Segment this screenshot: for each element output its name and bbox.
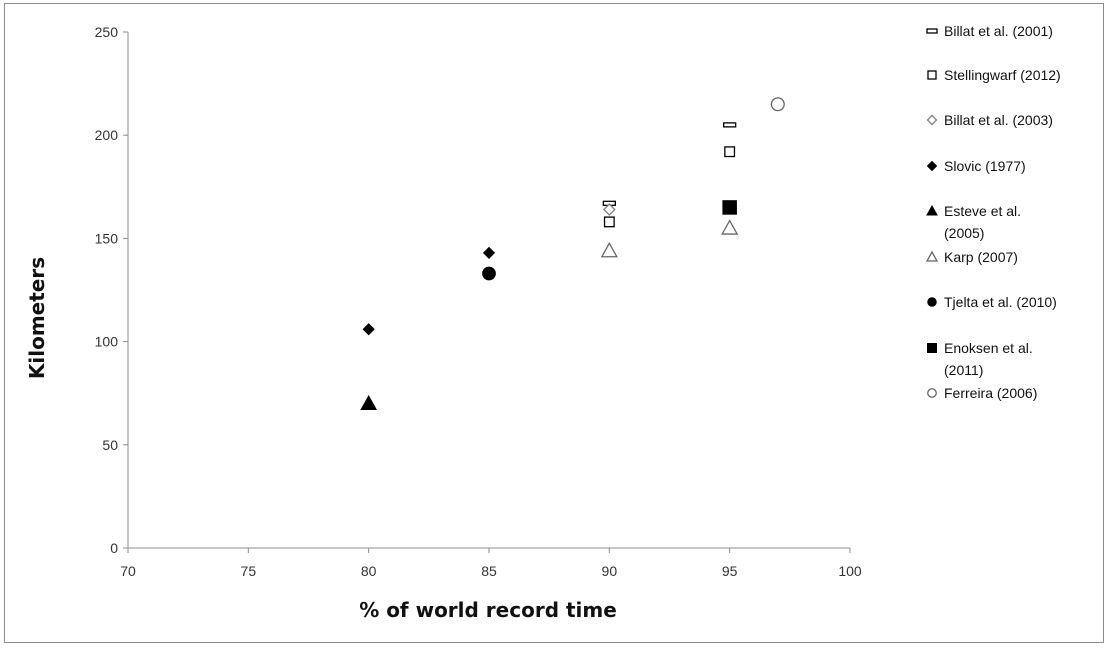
legend-item: Esteve et al. (2005)	[926, 203, 1021, 241]
data-point	[770, 97, 785, 112]
y-tick-label: 200	[95, 127, 119, 143]
x-tick-label: 80	[361, 563, 377, 579]
legend-label: Billat et al. (2003)	[944, 112, 1053, 128]
legend-marker	[926, 204, 938, 216]
legend-item: Slovic (1977)	[926, 158, 1026, 174]
legend-label: Enoksen et al. (2011)	[944, 340, 1033, 378]
x-tick-label: 90	[602, 563, 618, 579]
legend-label: Stellingwarf (2012)	[944, 67, 1061, 83]
legend-marker	[927, 343, 937, 353]
legend: Billat et al. (2001) Stellingwarf (2012) B…	[925, 23, 1061, 401]
x-tick-label: 70	[120, 563, 136, 579]
y-tick-label: 0	[110, 540, 118, 556]
x-tick-label: 75	[241, 563, 257, 579]
legend-label: Ferreira (2006)	[944, 385, 1037, 401]
y-tick-label: 150	[95, 230, 119, 246]
legend-marker	[926, 114, 938, 126]
data-points	[360, 97, 785, 411]
data-point	[723, 122, 737, 128]
legend-item: Stellingwarf (2012)	[927, 67, 1061, 83]
legend-item: Karp (2007)	[925, 249, 1018, 265]
legend-marker	[926, 28, 938, 34]
y-axis-title: Kilometers	[25, 257, 49, 379]
data-point	[362, 323, 375, 336]
legend-label: Esteve et al. (2005)	[944, 203, 1021, 241]
legend-label: Slovic (1977)	[944, 158, 1026, 174]
data-point	[724, 146, 736, 158]
legend-item: Ferreira (2006)	[927, 385, 1037, 401]
legend-item: Billat et al. (2003)	[926, 112, 1053, 128]
data-point	[600, 241, 618, 258]
data-point	[482, 266, 496, 281]
x-tick-label: 95	[722, 563, 738, 579]
x-axis-title: % of world record time	[359, 598, 617, 622]
legend-label: Karp (2007)	[944, 249, 1018, 265]
data-point	[360, 394, 378, 411]
y-tick-label: 250	[95, 24, 119, 40]
legend-item: Enoksen et al. (2011)	[927, 340, 1033, 378]
y-tick-label: 100	[95, 334, 119, 350]
data-point	[721, 219, 739, 235]
data-point	[603, 203, 616, 216]
x-tick-label: 85	[481, 563, 497, 579]
legend-marker	[927, 388, 937, 398]
data-point	[722, 200, 737, 215]
legend-label: Tjelta et al. (2010)	[944, 294, 1057, 310]
data-point	[603, 216, 615, 228]
legend-marker	[927, 70, 937, 80]
tick-labels: 0 50 100 150 200 250 70 75 80 85 90 95 100	[95, 24, 862, 579]
legend-marker	[927, 297, 937, 307]
axes	[123, 31, 851, 553]
legend-item: Tjelta et al. (2010)	[927, 294, 1057, 310]
legend-marker	[925, 250, 939, 262]
x-tick-label: 100	[838, 563, 862, 579]
data-point	[482, 246, 496, 259]
y-tick-label: 50	[102, 437, 118, 453]
chart-frame	[4, 3, 1104, 643]
legend-item: Billat et al. (2001)	[926, 23, 1053, 39]
legend-label: Billat et al. (2001)	[944, 23, 1053, 39]
legend-marker	[926, 160, 938, 172]
